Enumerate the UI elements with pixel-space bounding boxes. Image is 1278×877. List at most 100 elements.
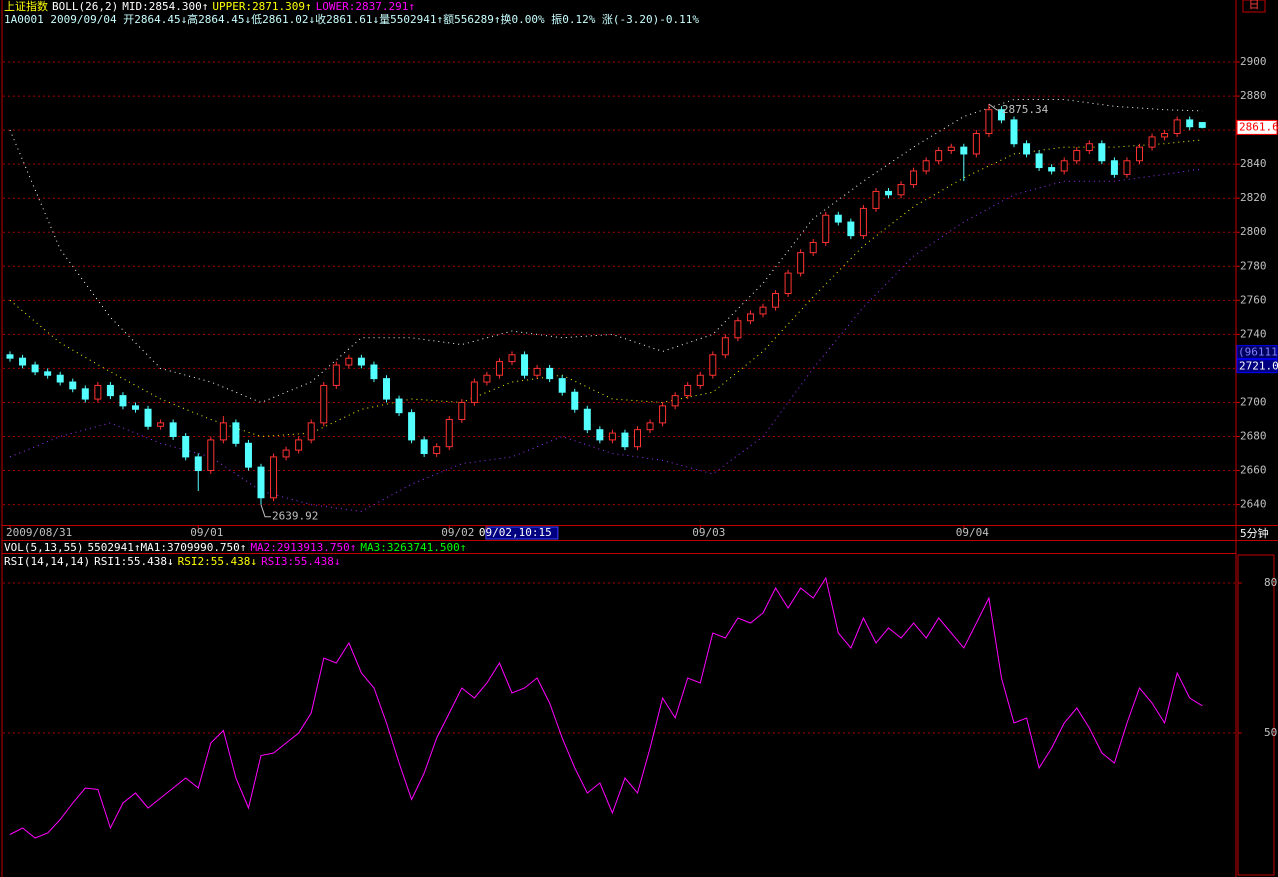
y-tick-label: 2880: [1240, 89, 1267, 102]
candle-body: [596, 429, 604, 441]
header-item: 5502941↑MA1:3709990.750↑: [87, 541, 247, 554]
candle-body: [721, 337, 729, 356]
candle-body: [558, 378, 566, 393]
candle-body: [106, 384, 114, 397]
y-tick-label: 2840: [1240, 157, 1267, 170]
candle-body: [282, 449, 290, 458]
y-tick-label: 2680: [1240, 429, 1267, 442]
candle-body: [847, 221, 855, 237]
candle-body: [1010, 119, 1018, 145]
candle-body: [1110, 160, 1118, 175]
crosshair-volume: (96111): [1238, 346, 1278, 359]
candle-body: [458, 401, 466, 420]
candle-body: [383, 378, 390, 400]
header-item: RSI2:55.438↓: [177, 555, 258, 568]
period-label: 5分钟: [1240, 526, 1269, 540]
candle-body: [1186, 119, 1194, 128]
y-tick-label: 50: [1264, 726, 1277, 739]
header-item: RSI3:55.438↓: [261, 555, 341, 568]
candle-body: [1148, 136, 1156, 148]
candle-body: [834, 214, 842, 223]
candle-body: [784, 272, 792, 295]
candle-body: [885, 190, 892, 196]
y-tick-label: 2820: [1240, 191, 1267, 204]
y-tick-label: 2800: [1240, 225, 1267, 238]
crosshair-box: [1236, 345, 1278, 360]
candle-body: [194, 456, 202, 472]
quote-line: 1A0001 2009/09/04 开2864.45↓高2864.45↓低286…: [4, 13, 703, 26]
x-tick-label: 09/02: [441, 526, 474, 539]
candle-body: [370, 364, 378, 380]
x-tick-label: 2009/08/31: [6, 526, 72, 539]
candle-body: [1136, 146, 1143, 162]
candle-body: [257, 466, 265, 499]
candle-body: [219, 422, 227, 441]
y-tick-label: 2660: [1240, 464, 1267, 477]
candle-body: [646, 422, 654, 431]
candle-body: [960, 146, 968, 155]
header-item: MA2:2913913.750↑: [250, 541, 357, 554]
candle-body: [307, 422, 315, 441]
price-tag-label: 2861.6: [1239, 120, 1278, 133]
x-tick-label: 09/04: [956, 526, 989, 539]
annotation-leader: [988, 103, 1001, 111]
header-item: RSI1:55.438↓: [94, 555, 174, 568]
candle-body: [947, 146, 955, 152]
candle-body: [822, 214, 830, 243]
rsi-line: [9, 576, 1203, 839]
candle-body: [69, 381, 77, 390]
y-tick-label: 2780: [1240, 259, 1267, 272]
y-tick-label: 2760: [1240, 293, 1267, 306]
candle-body: [897, 184, 905, 196]
candle-body: [1098, 143, 1106, 162]
period-button[interactable]: 日: [1249, 0, 1260, 11]
header-item: 上证指数: [4, 0, 48, 13]
candle-body: [1048, 167, 1056, 172]
y-tick-label: 80: [1264, 576, 1277, 589]
y-tick-label: 2740: [1240, 327, 1267, 340]
candle-body: [157, 422, 165, 427]
candle-body: [659, 405, 667, 424]
candle-body: [6, 354, 14, 359]
candle-body: [1123, 160, 1131, 175]
candle-body: [56, 374, 64, 383]
candle-body: [746, 313, 754, 322]
candle-body: [232, 422, 240, 444]
candle-body: [244, 442, 252, 468]
candle-body: [546, 367, 554, 380]
candle-body: [533, 367, 541, 376]
header-item: RSI(14,14,14): [4, 555, 91, 568]
crosshair-box: [1236, 359, 1278, 374]
candle-body: [19, 357, 27, 366]
candle-body: [395, 398, 403, 414]
candle-body: [345, 357, 353, 366]
candle-body: [759, 306, 767, 315]
candle-body: [132, 405, 139, 410]
rsi-line: RSI(14,14,14) RSI1:55.438↓ RSI2:55.438↓ RSI…: [4, 555, 345, 568]
x-tick-label: 09/02,10:15: [479, 526, 552, 539]
candle-body: [872, 190, 880, 209]
candle-body: [445, 418, 453, 448]
candle-body: [696, 374, 704, 386]
boll-band: [9, 139, 1203, 438]
candle-body: [470, 381, 478, 403]
candle-body: [1035, 153, 1043, 169]
header-item: 1A0001 2009/09/04 开2864.45↓高2864.45↓低286…: [4, 13, 700, 26]
candle-body: [1060, 160, 1068, 172]
candle-body: [671, 395, 679, 407]
candle-body: [1173, 119, 1181, 135]
candle-body: [119, 395, 127, 407]
candle-body: [182, 435, 190, 458]
header-item: MID:2854.300↑: [122, 0, 209, 13]
candle-body: [495, 361, 503, 376]
selected-category: [485, 526, 559, 540]
candle-body: [985, 109, 993, 135]
price-tag: [1236, 119, 1278, 135]
candle-body: [31, 364, 39, 373]
low-annotation: 2639.92: [272, 510, 318, 523]
vol-line: VOL(5,13,55) 5502941↑MA1:3709990.750↑ MA2:…: [4, 541, 470, 554]
candle-body: [634, 429, 641, 448]
candle-body: [997, 109, 1005, 121]
